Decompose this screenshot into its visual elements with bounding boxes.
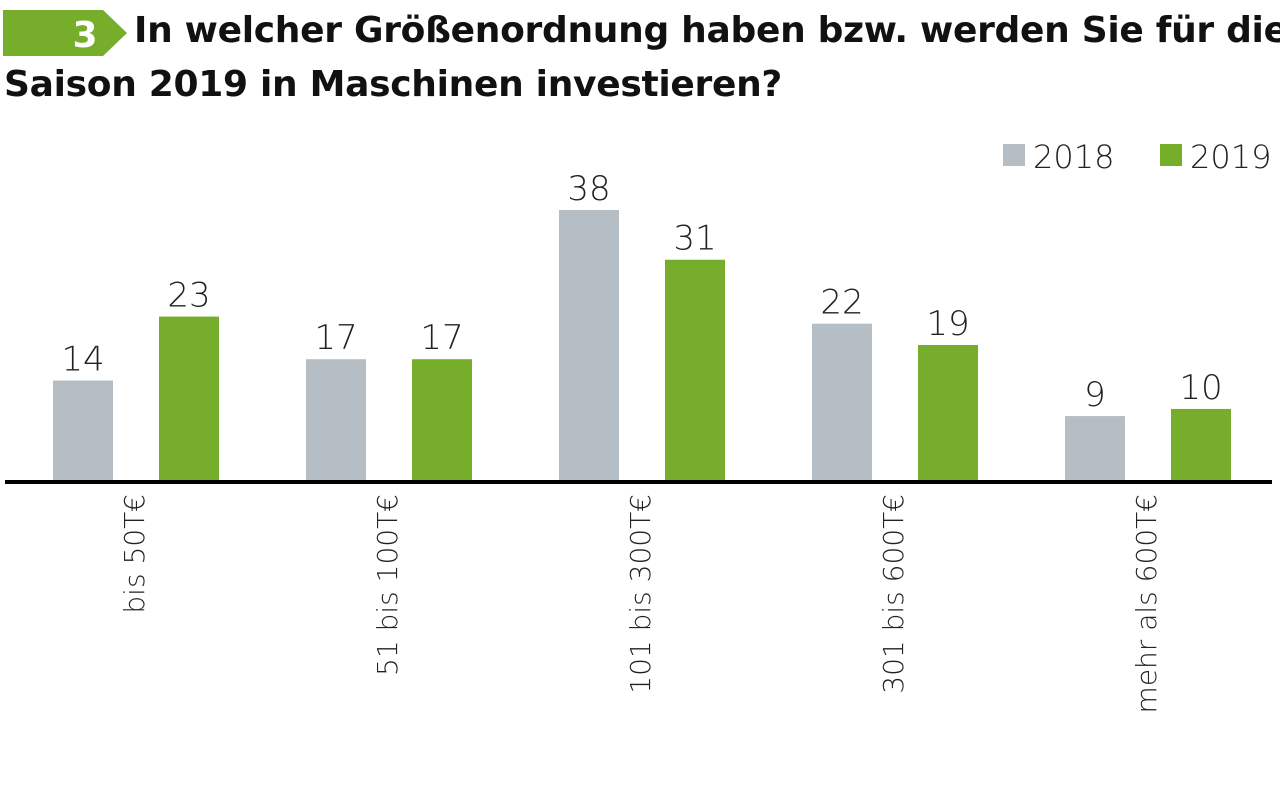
- bar-2019-0: [159, 316, 219, 480]
- value-label: 31: [673, 219, 716, 259]
- legend: 2018 2019: [1003, 138, 1271, 176]
- value-label: 19: [926, 304, 969, 344]
- legend-label: 2018: [1033, 138, 1114, 176]
- bar-2018-0: [53, 380, 113, 480]
- category-label: bis 50T€: [118, 494, 151, 614]
- bar-2019-3: [918, 345, 978, 480]
- bar-2019-1: [412, 359, 472, 480]
- legend-label: 2019: [1190, 138, 1271, 176]
- value-label: 22: [820, 283, 863, 323]
- question-number-badge: 3: [3, 10, 127, 56]
- bar-2019-2: [665, 259, 725, 480]
- bar-2018-1: [306, 359, 366, 480]
- category-label: 101 bis 300T€: [624, 494, 657, 694]
- legend-swatch-2019: [1160, 144, 1182, 166]
- value-label: 17: [314, 318, 357, 358]
- value-label: 38: [567, 169, 610, 209]
- bar-2018-2: [559, 210, 619, 480]
- bar-2018-3: [812, 323, 872, 480]
- legend-swatch-2018: [1003, 144, 1025, 166]
- value-label: 17: [420, 318, 463, 358]
- bar-2018-4: [1065, 416, 1125, 480]
- bars: 14 23 bis 50T€ 17 17 51 bis 100T€ 38 31 101 bis …: [53, 169, 1231, 713]
- question-number: 3: [72, 15, 97, 56]
- value-label: 9: [1084, 375, 1106, 415]
- chart-title-line1: In welcher Größenordnung haben bzw. werd…: [134, 10, 1280, 51]
- value-label: 10: [1179, 368, 1222, 408]
- category-label: mehr als 600T€: [1130, 494, 1163, 713]
- value-label: 23: [167, 276, 210, 316]
- bar-2019-4: [1171, 408, 1231, 480]
- category-label: 301 bis 600T€: [877, 494, 910, 694]
- category-label: 51 bis 100T€: [371, 494, 404, 676]
- chart-title-line2: Saison 2019 in Maschinen investieren?: [4, 64, 783, 105]
- value-label: 14: [61, 340, 104, 380]
